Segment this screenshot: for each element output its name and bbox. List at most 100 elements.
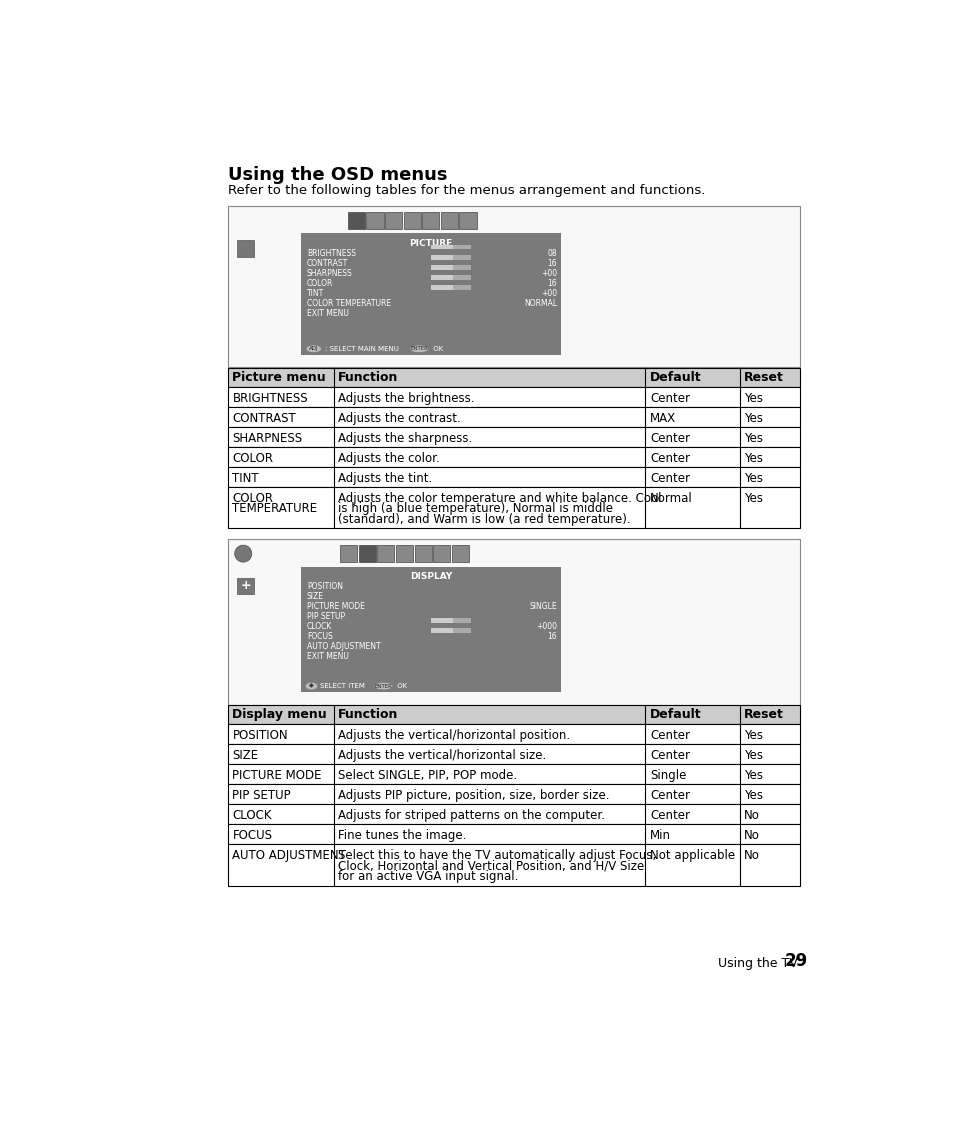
Bar: [431, 275, 471, 280]
Text: Adjusts the color.: Adjusts the color.: [338, 451, 439, 465]
Text: Yes: Yes: [743, 492, 762, 505]
Text: COLOR TEMPERATURE: COLOR TEMPERATURE: [307, 299, 391, 308]
Text: COLOR: COLOR: [233, 451, 274, 465]
Bar: [228, 407, 799, 427]
Bar: [431, 285, 471, 290]
Text: 29: 29: [783, 952, 806, 970]
Text: Center: Center: [649, 432, 689, 445]
Text: Using the TV: Using the TV: [718, 957, 798, 970]
Text: Default: Default: [649, 709, 700, 721]
Bar: [228, 539, 799, 704]
Bar: [431, 275, 453, 280]
Text: 08: 08: [547, 248, 557, 257]
Text: Adjusts the brightness.: Adjusts the brightness.: [338, 392, 475, 405]
Bar: [228, 486, 799, 528]
Text: Reset: Reset: [743, 709, 783, 721]
Text: FOCUS: FOCUS: [233, 829, 273, 842]
Bar: [431, 255, 471, 259]
Text: OK: OK: [395, 683, 407, 690]
Text: EXIT MENU: EXIT MENU: [307, 652, 348, 661]
Bar: [431, 245, 453, 249]
Bar: [301, 234, 560, 355]
Bar: [431, 255, 453, 259]
Bar: [431, 265, 453, 270]
Text: Center: Center: [649, 729, 689, 742]
Text: FOCUS: FOCUS: [307, 632, 333, 641]
Text: Yes: Yes: [743, 432, 762, 445]
Bar: [431, 245, 471, 249]
Text: +00: +00: [540, 289, 557, 298]
Bar: [440, 212, 457, 229]
Text: 16: 16: [547, 258, 557, 267]
Text: Yes: Yes: [743, 451, 762, 465]
Text: Adjusts the color temperature and white balance. Cool: Adjusts the color temperature and white …: [338, 492, 661, 505]
Bar: [228, 447, 799, 467]
Text: Function: Function: [338, 371, 398, 384]
Text: Fine tunes the image.: Fine tunes the image.: [338, 829, 466, 842]
Text: POSITION: POSITION: [233, 729, 288, 742]
Text: Center: Center: [649, 451, 689, 465]
Bar: [228, 368, 799, 386]
Bar: [433, 545, 450, 563]
Text: MAX: MAX: [649, 412, 676, 424]
Bar: [452, 545, 468, 563]
Text: Adjusts the tint.: Adjusts the tint.: [338, 472, 432, 485]
Text: SIZE: SIZE: [307, 592, 323, 601]
Ellipse shape: [410, 345, 428, 353]
Text: Adjusts the vertical/horizontal position.: Adjusts the vertical/horizontal position…: [338, 729, 570, 742]
Text: PIP SETUP: PIP SETUP: [307, 612, 345, 621]
Text: Adjusts the contrast.: Adjusts the contrast.: [338, 412, 460, 424]
Text: PICTURE MODE: PICTURE MODE: [233, 769, 321, 783]
Bar: [395, 545, 413, 563]
Text: +000: +000: [536, 622, 557, 631]
Text: SHARPNESS: SHARPNESS: [307, 268, 353, 277]
Text: Center: Center: [649, 472, 689, 485]
Bar: [228, 705, 799, 724]
Text: Adjusts for striped patterns on the computer.: Adjusts for striped patterns on the comp…: [338, 810, 604, 822]
Text: Not applicable: Not applicable: [649, 849, 734, 862]
Bar: [228, 467, 799, 486]
Text: AUTO ADJUSTMENT: AUTO ADJUSTMENT: [233, 849, 346, 862]
Bar: [431, 285, 453, 290]
Bar: [228, 386, 799, 407]
Bar: [358, 545, 375, 563]
Bar: [228, 724, 799, 743]
Bar: [228, 764, 799, 784]
Text: Yes: Yes: [743, 789, 762, 802]
Text: Center: Center: [649, 392, 689, 405]
Ellipse shape: [305, 683, 317, 690]
Bar: [228, 206, 799, 367]
Text: PIP SETUP: PIP SETUP: [233, 789, 291, 802]
Text: CONTRAST: CONTRAST: [233, 412, 295, 424]
Text: Reset: Reset: [743, 371, 783, 384]
Text: BRIGHTNESS: BRIGHTNESS: [233, 392, 308, 405]
Text: OK: OK: [431, 346, 442, 351]
Bar: [228, 743, 799, 764]
Bar: [431, 265, 471, 270]
Bar: [377, 545, 394, 563]
Text: +: +: [240, 579, 251, 593]
Bar: [228, 824, 799, 843]
Text: Center: Center: [649, 789, 689, 802]
Text: Yes: Yes: [743, 392, 762, 405]
Text: BRIGHTNESS: BRIGHTNESS: [307, 248, 355, 257]
Bar: [228, 427, 799, 447]
Ellipse shape: [374, 683, 393, 690]
Text: Yes: Yes: [743, 729, 762, 742]
Bar: [431, 619, 471, 623]
Text: : SELECT MAIN MENU: : SELECT MAIN MENU: [324, 346, 398, 351]
Text: TINT: TINT: [307, 289, 324, 298]
Text: 16: 16: [547, 279, 557, 287]
Text: Select this to have the TV automatically adjust Focus,: Select this to have the TV automatically…: [338, 849, 656, 862]
Text: Display menu: Display menu: [233, 709, 327, 721]
Text: CLOCK: CLOCK: [233, 810, 272, 822]
Text: Default: Default: [649, 371, 700, 384]
Text: Center: Center: [649, 749, 689, 763]
Bar: [340, 545, 356, 563]
Text: Adjusts PIP picture, position, size, border size.: Adjusts PIP picture, position, size, bor…: [338, 789, 609, 802]
Text: Clock, Horizontal and Vertical Position, and H/V Size: Clock, Horizontal and Vertical Position,…: [338, 860, 644, 873]
Bar: [385, 212, 402, 229]
Text: ◆: ◆: [309, 684, 314, 688]
Text: Min: Min: [649, 829, 670, 842]
Bar: [403, 212, 420, 229]
